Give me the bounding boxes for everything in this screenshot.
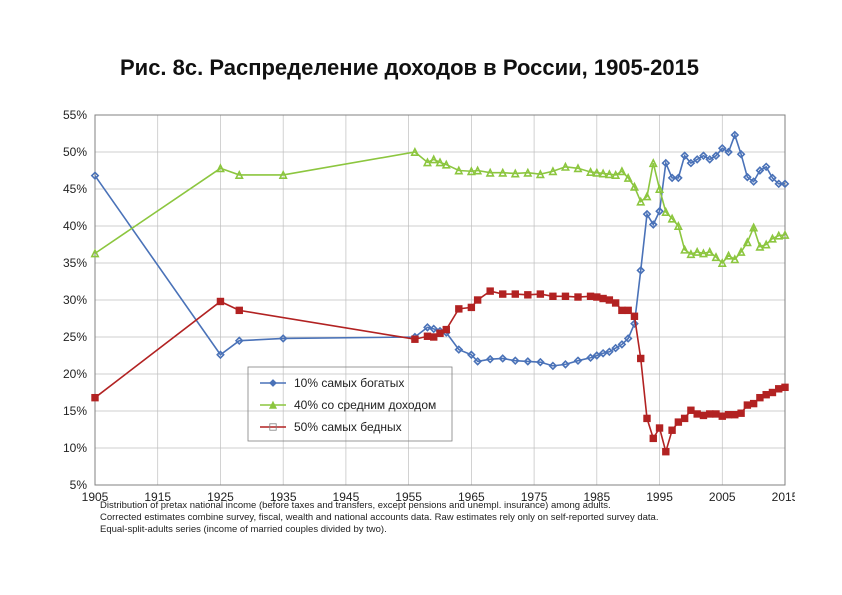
svg-text:10%: 10% [63,441,87,455]
svg-text:45%: 45% [63,182,87,196]
svg-text:30%: 30% [63,293,87,307]
svg-text:15%: 15% [63,404,87,418]
series-bot50 [92,288,788,455]
legend-label-top10: 10% самых богатых [294,376,404,390]
legend-label-bot50: 50% самых бедных [294,420,402,434]
svg-text:5%: 5% [70,478,88,492]
gridlines [95,115,785,485]
svg-text:35%: 35% [63,256,87,270]
legend-label-mid40: 40% со средним доходом [294,398,436,412]
svg-text:55%: 55% [63,110,87,122]
svg-text:25%: 25% [63,330,87,344]
y-axis: 5% 10% 15% 20% 25% 30% 35% 40% 45% 50% 55% [63,110,87,492]
series-mid40 [92,149,788,266]
chart-title: Рис. 8с. Распределение доходов в России,… [120,55,699,81]
svg-text:2015: 2015 [772,490,795,504]
svg-text:2005: 2005 [709,490,736,504]
caption: Distribution of pretax national income (… [100,500,658,536]
svg-text:40%: 40% [63,219,87,233]
chart-plot: 1905191519251935194519551965197519851995… [50,110,795,510]
svg-text:50%: 50% [63,145,87,159]
series-container [92,132,788,455]
legend: 10% самых богатых 40% со средним доходом 5… [248,367,452,441]
svg-text:20%: 20% [63,367,87,381]
